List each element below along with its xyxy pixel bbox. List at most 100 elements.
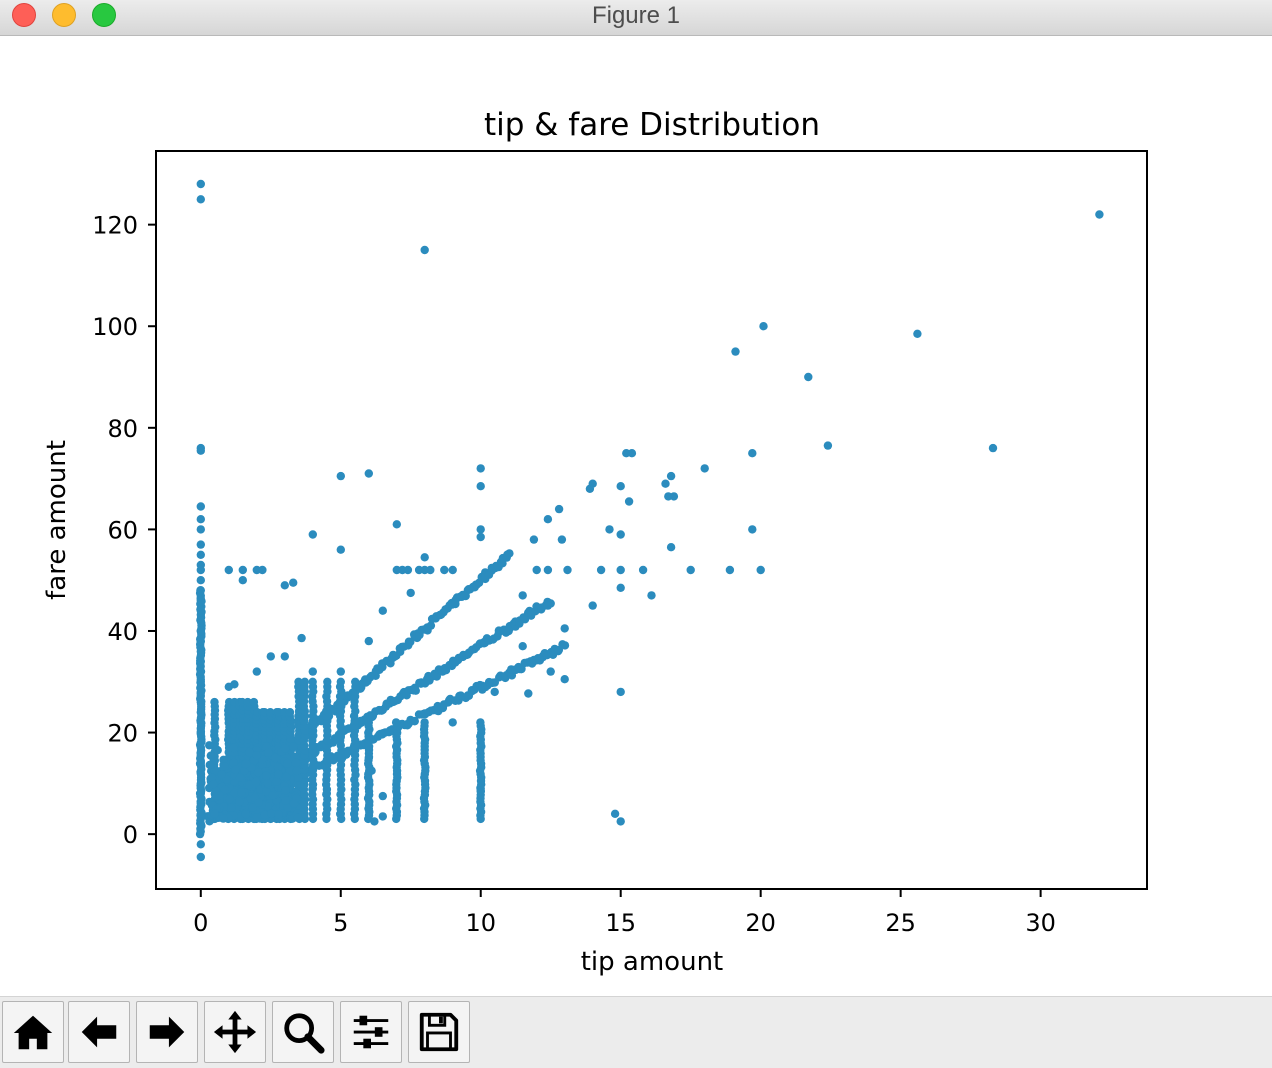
data-point <box>414 565 424 575</box>
data-point <box>280 581 289 590</box>
data-point <box>196 525 205 534</box>
data-point <box>196 586 205 595</box>
save-floppy-icon <box>419 1012 459 1052</box>
column-point <box>294 677 303 686</box>
data-point <box>624 497 634 506</box>
data-point <box>426 565 435 575</box>
data-point <box>196 840 205 849</box>
cluster-point <box>281 796 290 805</box>
subplots-sliders-icon <box>353 1015 389 1049</box>
data-point <box>196 502 205 511</box>
data-point <box>616 583 625 592</box>
data-point <box>367 766 376 775</box>
data-point <box>196 636 205 646</box>
column-point <box>391 718 401 727</box>
data-point <box>364 753 373 763</box>
cluster-point <box>260 810 269 820</box>
cluster-point <box>251 777 261 787</box>
column-point <box>336 677 345 686</box>
data-point <box>543 565 553 575</box>
save-figure-button[interactable] <box>408 1001 470 1063</box>
y-tick-label: 20 <box>107 720 138 748</box>
cluster-point <box>264 748 273 757</box>
data-point <box>518 591 527 600</box>
configure-subplots-button[interactable] <box>340 1001 402 1063</box>
home-button[interactable] <box>2 1001 64 1063</box>
data-point <box>406 588 415 598</box>
column-point <box>420 718 429 727</box>
cluster-point <box>252 751 261 760</box>
data-point <box>563 565 572 575</box>
home-icon <box>13 1015 53 1050</box>
data-point <box>560 675 569 684</box>
maximize-window-button[interactable] <box>92 3 116 27</box>
forward-arrow-icon <box>149 1016 185 1048</box>
cluster-point <box>272 777 282 786</box>
data-point <box>196 708 205 717</box>
cluster-point <box>273 763 283 772</box>
data-point <box>196 758 205 768</box>
data-point <box>448 565 457 575</box>
data-point <box>280 652 289 661</box>
column-point <box>210 697 219 707</box>
data-point <box>266 652 275 661</box>
data-point <box>759 322 768 331</box>
minimize-window-button[interactable] <box>52 3 76 27</box>
data-point <box>661 479 670 488</box>
figure-canvas: tip & fare Distribution 0 5 10 15 20 25 30 0 20… <box>0 36 1272 996</box>
cluster-point <box>220 785 230 795</box>
cluster-point <box>227 803 236 812</box>
x-tick-label: 20 <box>745 909 776 937</box>
data-point <box>370 817 379 826</box>
pan-button[interactable] <box>204 1001 266 1063</box>
data-point <box>230 680 239 689</box>
window-titlebar: Figure 1 <box>0 0 1272 36</box>
data-point <box>378 791 387 801</box>
data-point <box>336 471 345 481</box>
band-point <box>406 637 415 647</box>
forward-button[interactable] <box>136 1001 198 1063</box>
zoom-button[interactable] <box>272 1001 334 1063</box>
data-point <box>756 565 765 575</box>
close-window-button[interactable] <box>12 3 36 27</box>
column-point <box>249 697 259 707</box>
data-point <box>605 525 614 534</box>
data-point <box>336 545 345 554</box>
y-tick-label: 100 <box>92 313 138 341</box>
data-point <box>196 657 205 666</box>
cluster-point <box>220 762 229 771</box>
data-points <box>195 179 1104 862</box>
cluster-point <box>289 799 299 808</box>
cluster-point <box>206 751 215 760</box>
data-point <box>196 697 205 707</box>
column-point <box>323 677 332 686</box>
cluster-point <box>271 753 280 763</box>
chart-title: tip & fare Distribution <box>484 107 820 143</box>
back-button[interactable] <box>68 1001 130 1063</box>
cluster-point <box>217 770 226 779</box>
data-point <box>585 484 595 493</box>
data-point <box>196 852 205 862</box>
x-tick-label: 30 <box>1025 909 1056 937</box>
data-point <box>557 535 567 544</box>
data-point <box>196 819 205 829</box>
data-point <box>308 667 317 676</box>
data-point <box>731 347 740 356</box>
data-point <box>196 550 205 559</box>
data-point <box>364 469 373 478</box>
cluster-point <box>241 810 251 819</box>
data-point <box>476 464 485 473</box>
data-point <box>638 565 648 575</box>
data-point <box>196 647 205 656</box>
data-point <box>378 812 387 821</box>
band-point <box>560 641 570 650</box>
band-point <box>432 672 441 681</box>
cluster-point <box>225 794 234 804</box>
column-point <box>308 677 317 686</box>
band-point <box>520 615 530 624</box>
data-point <box>336 809 345 818</box>
data-point <box>448 718 457 727</box>
data-point <box>748 449 757 458</box>
data-point <box>258 565 267 575</box>
data-point <box>322 789 331 798</box>
